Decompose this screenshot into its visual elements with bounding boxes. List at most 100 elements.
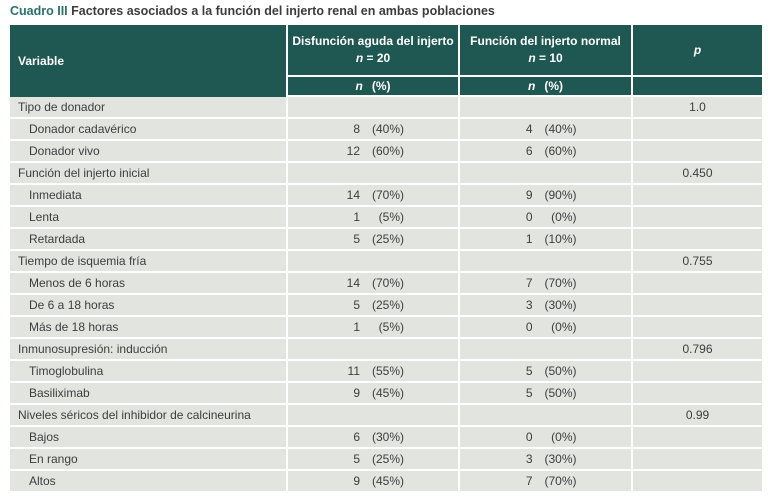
row-label: Basiliximab: [10, 383, 288, 405]
table-caption-number: Cuadro III: [10, 4, 68, 18]
row-label: Inmediata: [10, 185, 288, 207]
table-row-category: Tiempo de isquemia fría 0.755: [10, 251, 762, 273]
count-percent: (70%): [544, 474, 577, 488]
count-percent: (50%): [544, 386, 577, 400]
table-row-item: En rango 5 (25%) 3 (30%): [10, 449, 762, 471]
row-label: Tiempo de isquemia fría: [10, 251, 288, 273]
count-cell-dysfunction: [288, 251, 460, 273]
count-percent: (55%): [371, 364, 404, 378]
count-cell-dysfunction: 1 (5%): [288, 207, 460, 229]
p-value-cell: [633, 119, 762, 141]
row-label: Menos de 6 horas: [10, 273, 288, 295]
count-n: 14: [346, 188, 360, 202]
p-value-cell: 0.755: [633, 251, 762, 273]
p-value-cell: [633, 295, 762, 317]
p-value-cell: [633, 229, 762, 251]
column-header-normal-function: Función del injerto normal n = 10: [460, 25, 633, 77]
count-percent: (70%): [371, 276, 404, 290]
row-label: Donador cadavérico: [10, 119, 288, 141]
count-percent: (30%): [371, 430, 404, 444]
p-value-cell: [633, 185, 762, 207]
subheader-empty: [633, 77, 762, 97]
count-cell-normal: [460, 163, 633, 185]
group-header-n: n = 20: [355, 51, 391, 65]
count-cell-dysfunction: [288, 97, 460, 119]
count-percent: (5%): [378, 320, 404, 334]
count-n: 3: [525, 452, 533, 466]
table-row-category: Función del injerto inicial 0.450: [10, 163, 762, 185]
count-percent: (40%): [371, 122, 404, 136]
row-label: Más de 18 horas: [10, 317, 288, 339]
count-n: 1: [525, 232, 533, 246]
count-percent: (30%): [544, 298, 577, 312]
count-cell-normal: 7 (70%): [460, 273, 633, 295]
count-cell-dysfunction: 5 (25%): [288, 449, 460, 471]
count-percent: (45%): [371, 386, 404, 400]
p-value-cell: [633, 141, 762, 163]
p-value-cell: [633, 273, 762, 295]
count-cell-dysfunction: 9 (45%): [288, 383, 460, 405]
count-cell-normal: 4 (40%): [460, 119, 633, 141]
count-percent: (60%): [371, 144, 404, 158]
count-cell-dysfunction: [288, 339, 460, 361]
count-n: 0: [525, 210, 533, 224]
count-n: 9: [525, 188, 533, 202]
table-caption-text: Factores asociados a la función del inje…: [67, 4, 495, 18]
count-percent: (5%): [378, 210, 404, 224]
column-header-variable: Variable: [10, 25, 288, 97]
count-cell-normal: [460, 339, 633, 361]
count-percent: (0%): [551, 320, 577, 334]
count-n: 0: [525, 430, 533, 444]
table-header-row-groups: Variable Disfunción aguda del injerto n …: [10, 25, 762, 97]
count-n: 12: [346, 144, 360, 158]
row-label: Bajos: [10, 427, 288, 449]
count-cell-normal: [460, 97, 633, 119]
count-cell-normal: 5 (50%): [460, 361, 633, 383]
count-cell-normal: 7 (70%): [460, 471, 633, 493]
count-percent: (10%): [544, 232, 577, 246]
count-percent: (25%): [371, 232, 404, 246]
count-cell-dysfunction: 14 (70%): [288, 273, 460, 295]
count-cell-dysfunction: 5 (25%): [288, 229, 460, 251]
p-value-cell: 0.99: [633, 405, 762, 427]
row-label: Timoglobulina: [10, 361, 288, 383]
count-percent: (60%): [544, 144, 577, 158]
count-percent: (0%): [551, 210, 577, 224]
count-n: 9: [353, 474, 360, 488]
column-header-acute-dysfunction: Disfunción aguda del injerto n = 20: [288, 25, 460, 77]
count-n: 8: [353, 122, 360, 136]
p-value-cell: [633, 317, 762, 339]
group-header-title: Disfunción aguda del injerto: [292, 33, 454, 48]
count-n: 7: [525, 474, 533, 488]
table-row-item: Retardada 5 (25%) 1 (10%): [10, 229, 762, 251]
count-cell-normal: 3 (30%): [460, 449, 633, 471]
table-header: Variable Disfunción aguda del injerto n …: [10, 25, 762, 97]
group-header-n: n = 10: [528, 51, 563, 65]
count-cell-normal: 0 (0%): [460, 427, 633, 449]
table-header-row-sub: n (%) n (%): [10, 77, 762, 97]
count-cell-dysfunction: 12 (60%): [288, 141, 460, 163]
table-row-item: De 6 a 18 horas 5 (25%) 3 (30%): [10, 295, 762, 317]
p-value-cell: [633, 427, 762, 449]
table-body: Tipo de donador 1.0 Donador cadavérico 8 (40…: [10, 97, 762, 493]
count-cell-normal: 0 (0%): [460, 207, 633, 229]
p-value-cell: [633, 207, 762, 229]
count-percent: (40%): [544, 122, 577, 136]
count-n: 5: [525, 386, 533, 400]
count-cell-normal: 9 (90%): [460, 185, 633, 207]
count-cell-normal: [460, 405, 633, 427]
count-n: 5: [353, 452, 360, 466]
count-percent: (45%): [371, 474, 404, 488]
subheader-n-pct-2: n (%): [460, 77, 633, 97]
count-percent: (70%): [371, 188, 404, 202]
column-header-p-value: p: [633, 25, 762, 77]
table-row-category: Niveles séricos del inhibidor de calcine…: [10, 405, 762, 427]
row-label: Donador vivo: [10, 141, 288, 163]
count-cell-normal: 3 (30%): [460, 295, 633, 317]
count-cell-dysfunction: 9 (45%): [288, 471, 460, 493]
count-n: 5: [525, 364, 533, 378]
count-cell-normal: [460, 251, 633, 273]
count-percent: (70%): [544, 276, 577, 290]
table-row-item: Inmediata 14 (70%) 9 (90%): [10, 185, 762, 207]
